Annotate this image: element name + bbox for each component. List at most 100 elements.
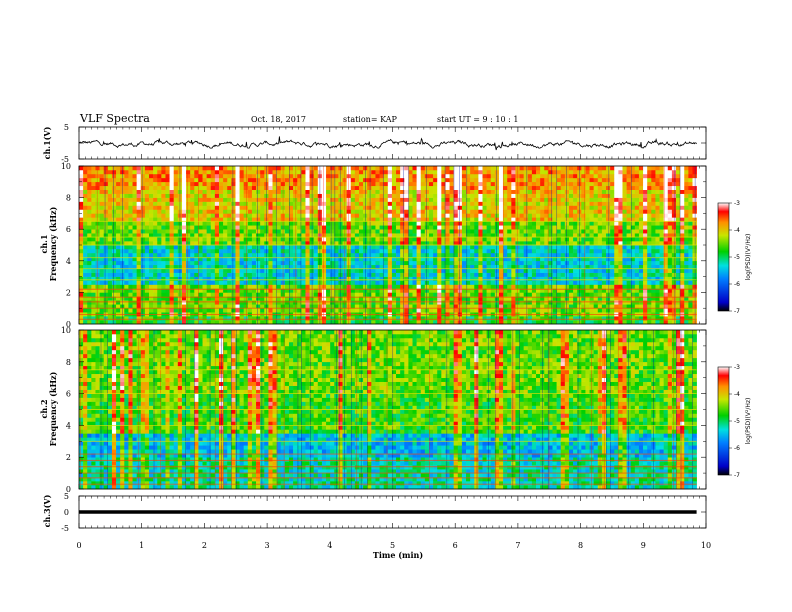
spectrogram-cell (173, 256, 179, 262)
spectrogram-cell (330, 308, 335, 313)
spectrogram-cell (297, 237, 302, 242)
spectrogram-cell (515, 237, 520, 242)
spectrogram-cell (128, 248, 133, 254)
spectrogram-cell (256, 256, 261, 262)
spectrogram-cell (560, 213, 566, 218)
spectrogram-cell (387, 292, 393, 297)
spectrogram-cell (276, 209, 282, 214)
spectrogram-cell (206, 264, 212, 269)
spectrogram-cell (597, 225, 603, 230)
spectrogram-cell (614, 276, 619, 281)
spectrogram-cell (663, 292, 669, 297)
spectrogram-cell (671, 209, 677, 214)
spectrogram-cell (638, 252, 644, 258)
spectrogram-cell (218, 229, 224, 234)
spectrogram-cell (148, 245, 154, 250)
spectrogram-cell (116, 296, 121, 301)
spectrogram-cell (231, 225, 236, 230)
spectrogram-cell (227, 205, 232, 210)
spectrogram-cell (396, 252, 401, 258)
spectrogram-cell (408, 213, 413, 218)
spectrogram-cell (420, 209, 426, 214)
spectrogram-cell (544, 308, 549, 313)
spectrogram-cell (408, 288, 413, 293)
spectrogram-cell (404, 217, 409, 222)
spectrogram-cell (663, 288, 669, 293)
spectrogram-cell (544, 213, 549, 218)
spectrogram-cell (218, 209, 224, 214)
spectrogram-cell (305, 248, 310, 254)
spectrogram-cell (593, 320, 599, 325)
spectrogram-cell (358, 237, 364, 242)
spectrogram-cell (560, 280, 566, 285)
spectrogram-cell (375, 316, 380, 321)
spectrogram-cell (116, 308, 121, 313)
spectrogram-cell (552, 233, 557, 238)
spectrogram-cell (161, 205, 166, 210)
spectrogram-cell (157, 245, 162, 250)
spectrogram-cell (321, 229, 327, 234)
spectrogram-cell (256, 264, 261, 269)
spectrogram-cell (111, 252, 117, 258)
spectrogram-cell (606, 264, 611, 269)
spectrogram-cell (680, 256, 685, 262)
spectrogram-cell (515, 241, 520, 246)
spectrogram-cell (309, 221, 314, 226)
spectrogram-cell (111, 284, 117, 289)
spectrogram-cell (560, 217, 566, 222)
spectrogram-cell (79, 316, 84, 321)
spectrogram-cell (593, 276, 599, 281)
spectrogram-cell (531, 284, 537, 289)
spectrogram-cell (564, 217, 570, 222)
spectrogram-cell (247, 268, 253, 273)
spectrogram-cell (272, 272, 277, 277)
spectrogram-cell (519, 237, 524, 242)
spectrogram-cell (606, 248, 611, 254)
spectrogram-cell (190, 205, 195, 210)
spectrogram-cell (190, 213, 195, 218)
spectrogram-cell (268, 268, 273, 273)
spectrogram-cell (527, 264, 533, 269)
spectrogram-cell (441, 316, 446, 321)
spectrogram-cell (313, 308, 319, 313)
spectrogram-cell (243, 241, 249, 246)
spectrogram-cell (647, 245, 652, 250)
spectrogram-cell (536, 256, 541, 262)
spectrogram-cell (461, 252, 467, 258)
spectrogram-cell (498, 248, 504, 254)
spectrogram-cell (111, 256, 117, 262)
spectrogram-cell (494, 248, 500, 254)
spectrogram-cell (116, 248, 121, 254)
spectrogram-cell (449, 260, 454, 266)
spectrogram-cell (272, 213, 277, 218)
spectrogram-cell (503, 260, 508, 266)
spectrogram-cell (420, 225, 426, 230)
spectrogram-cell (128, 320, 133, 325)
spectrogram-cell (441, 272, 446, 277)
spectrogram-cell (552, 205, 557, 210)
spectrogram-cell (498, 256, 504, 262)
spectrogram-cell (321, 225, 327, 230)
spectrogram-cell (437, 245, 442, 250)
spectrogram-cell (400, 245, 405, 250)
spectrogram-cell (223, 280, 228, 285)
spectrogram-cell (498, 304, 504, 309)
spectrogram-cell (223, 296, 228, 301)
spectrogram-cell (692, 272, 697, 277)
spectrogram-cell (153, 316, 158, 321)
spectrogram-cell (260, 213, 265, 218)
spectrogram-cell (350, 237, 356, 242)
spectrogram-cell (688, 276, 693, 281)
spectrogram-cell (297, 225, 302, 230)
spectrogram-cell (536, 308, 541, 313)
spectrogram-cell (321, 300, 327, 305)
spectrogram-cell (293, 320, 298, 325)
spectrogram-cell (680, 288, 685, 293)
spectrogram-cell (99, 237, 105, 242)
spectrogram-cell (581, 260, 586, 266)
spectrogram-cell (680, 205, 685, 210)
spectrogram-cell (507, 229, 512, 234)
spectrogram-cell (490, 304, 496, 309)
spectrogram-cell (676, 217, 681, 222)
spectrogram-cell (128, 276, 133, 281)
